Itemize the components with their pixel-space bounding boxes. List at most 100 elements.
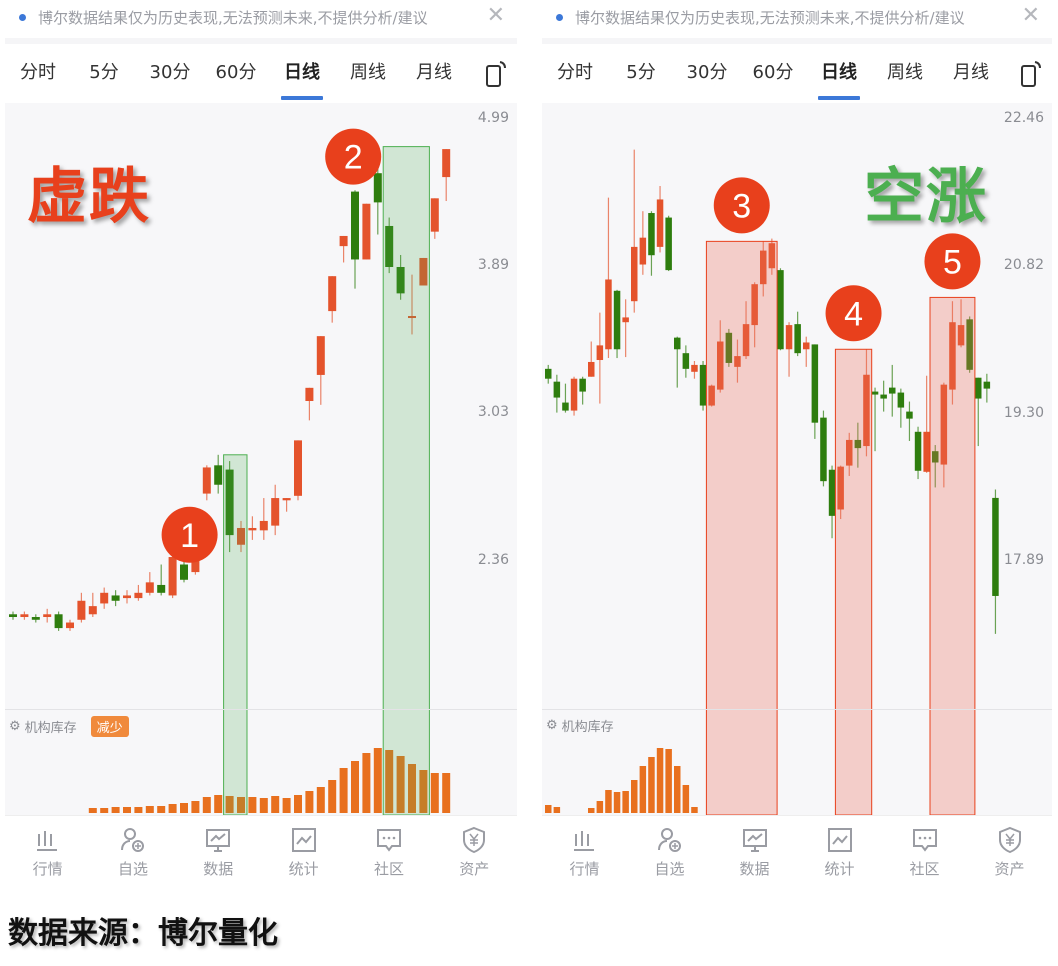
tab-1[interactable]: 5分 <box>626 62 656 83</box>
candle <box>639 211 647 275</box>
nav-item-3[interactable]: 统计 <box>269 816 339 890</box>
nav-item-5[interactable]: 资产 <box>975 816 1045 890</box>
tab-5[interactable]: 周线 <box>887 62 923 83</box>
candle-body <box>351 191 359 260</box>
candle <box>777 268 784 351</box>
tab-1[interactable]: 5分 <box>89 62 119 83</box>
tab-0[interactable]: 分时 <box>557 62 593 83</box>
nav-item-4[interactable]: 社区 <box>890 816 960 890</box>
candle-body <box>932 451 939 463</box>
candle <box>656 185 664 253</box>
kline-chart[interactable]: 3 4 5 ⚙ 机构库存 空涨 22.46 20.82 19.30 17.89 <box>542 103 1052 815</box>
candle-body <box>674 337 681 350</box>
tab-5[interactable]: 周线 <box>350 62 386 83</box>
rotate-screen-icon[interactable] <box>1020 60 1042 88</box>
nav-item-1[interactable]: 自选 <box>635 816 705 890</box>
tab-2[interactable]: 30分 <box>149 62 191 83</box>
candle <box>396 254 405 300</box>
bottom-nav: 行情 自选 数据 统计 社区 资产 <box>5 815 517 890</box>
rotate-screen-icon[interactable] <box>485 60 507 88</box>
nav-item-3[interactable]: 统计 <box>805 816 875 890</box>
candle <box>880 380 887 412</box>
nav-label: 社区 <box>373 860 404 878</box>
nav-item-5[interactable]: 资产 <box>439 816 509 890</box>
candle <box>889 364 896 417</box>
candle <box>648 211 655 276</box>
nav-label: 数据 <box>203 860 234 878</box>
candle <box>54 611 63 631</box>
candle <box>725 328 733 367</box>
volume-bar <box>180 803 188 813</box>
highlight-box <box>834 348 873 815</box>
candle <box>837 465 844 520</box>
nav-label: 数据 <box>739 860 770 878</box>
nav-item-2[interactable]: 数据 <box>183 816 253 890</box>
candle-body <box>751 284 758 326</box>
y-tick-label: 19.30 <box>1003 404 1044 421</box>
nav-label: 自选 <box>117 860 148 878</box>
volume-bar <box>545 805 552 813</box>
volume-bar <box>134 807 143 813</box>
highlight-box <box>705 240 778 815</box>
nav-item-1[interactable]: 自选 <box>98 816 168 890</box>
candle-body <box>248 527 257 531</box>
highlight-box <box>929 296 976 815</box>
tab-2[interactable]: 30分 <box>686 62 728 83</box>
candle-body <box>777 270 784 350</box>
candle-body <box>31 617 40 620</box>
annotation-marker <box>924 233 981 290</box>
y-tick-label: 17.89 <box>1003 552 1044 568</box>
tab-4[interactable]: 日线 <box>269 48 335 100</box>
candle <box>66 619 74 631</box>
volume-bar <box>419 770 428 813</box>
candle <box>31 614 40 623</box>
tab-0[interactable]: 分时 <box>20 62 56 83</box>
tab-3[interactable]: 60分 <box>215 62 257 83</box>
volume-bar <box>362 753 371 813</box>
nav-item-4[interactable]: 社区 <box>354 816 424 890</box>
candle <box>897 388 905 428</box>
candle-body <box>863 374 870 447</box>
close-icon[interactable]: ✕ <box>486 3 505 28</box>
candle <box>43 608 52 623</box>
line-chart-icon <box>291 828 316 852</box>
close-icon[interactable]: ✕ <box>1021 3 1040 28</box>
candle-body <box>157 584 166 593</box>
candle <box>408 274 416 335</box>
candle-body <box>708 385 715 406</box>
info-dot-icon <box>556 13 563 21</box>
divider <box>542 38 1052 44</box>
candle-body <box>339 235 348 247</box>
candle <box>828 465 836 539</box>
candle-body <box>605 279 612 350</box>
candle-body <box>111 595 120 601</box>
nav-item-0[interactable]: 行情 <box>550 816 620 890</box>
candle-body <box>134 592 143 599</box>
tab-4[interactable]: 日线 <box>806 48 872 100</box>
disclaimer-bar: 博尔数据结果仅为历史表现,无法预测未来,不提供分析/建议 ✕ <box>542 0 1052 34</box>
yuan-shield-icon <box>463 826 486 854</box>
candle <box>742 301 750 360</box>
nav-item-2[interactable]: 数据 <box>720 816 790 890</box>
volume-bar <box>259 798 268 813</box>
volume-bar <box>225 796 234 813</box>
yuan-shield-icon <box>998 826 1021 854</box>
candle <box>699 360 707 411</box>
volume-bar <box>88 808 97 813</box>
candle <box>248 516 257 540</box>
candle-body <box>880 394 887 399</box>
candle-body <box>88 606 97 615</box>
candle-body <box>54 614 63 629</box>
candle-body <box>579 378 586 392</box>
candle-body <box>760 250 767 285</box>
tab-6[interactable]: 月线 <box>953 62 989 83</box>
candle <box>871 387 879 452</box>
annotation-number: 4 <box>844 295 863 333</box>
candle-body <box>259 520 268 531</box>
volume-bar <box>674 766 681 813</box>
tab-3[interactable]: 60分 <box>752 62 794 83</box>
tab-6[interactable]: 月线 <box>416 62 452 83</box>
nav-item-0[interactable]: 行情 <box>13 816 83 890</box>
candle <box>760 241 767 297</box>
